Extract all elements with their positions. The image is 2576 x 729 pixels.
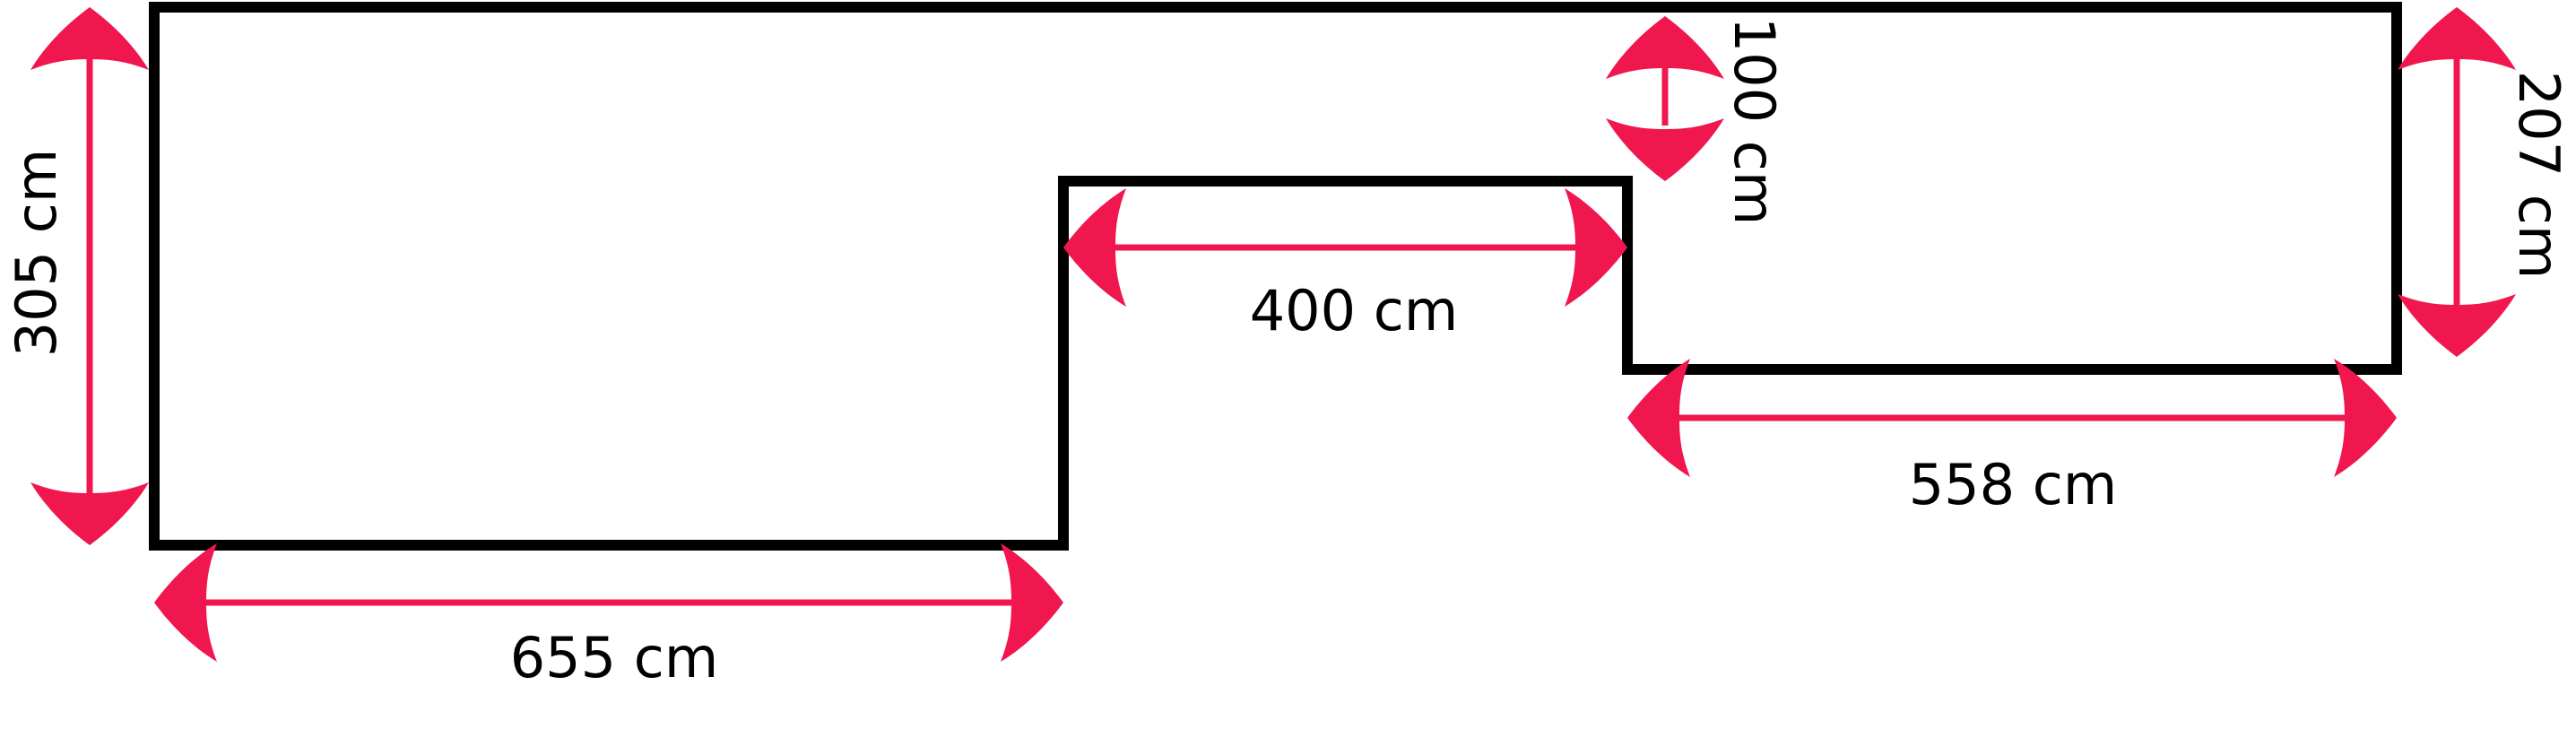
dimension-left-bottom-width xyxy=(154,543,1063,662)
dimension-label-right-height: 207 cm xyxy=(2506,71,2572,280)
floor-outline xyxy=(149,2,2402,551)
dimension-right-bottom-width xyxy=(1627,359,2397,477)
dimension-right-height xyxy=(2398,7,2516,357)
dimension-step-height xyxy=(1606,16,1724,181)
dimension-label-left-height: 305 cm xyxy=(4,149,69,358)
dimension-label-middle-width: 400 cm xyxy=(1250,278,1459,343)
dimension-label-step-height: 100 cm xyxy=(1722,17,1787,226)
dimension-label-left-bottom-width: 655 cm xyxy=(510,625,719,690)
dimension-middle-width xyxy=(1063,188,1627,307)
dimension-left-height xyxy=(30,7,149,545)
dimension-label-right-bottom-width: 558 cm xyxy=(1909,452,2118,517)
